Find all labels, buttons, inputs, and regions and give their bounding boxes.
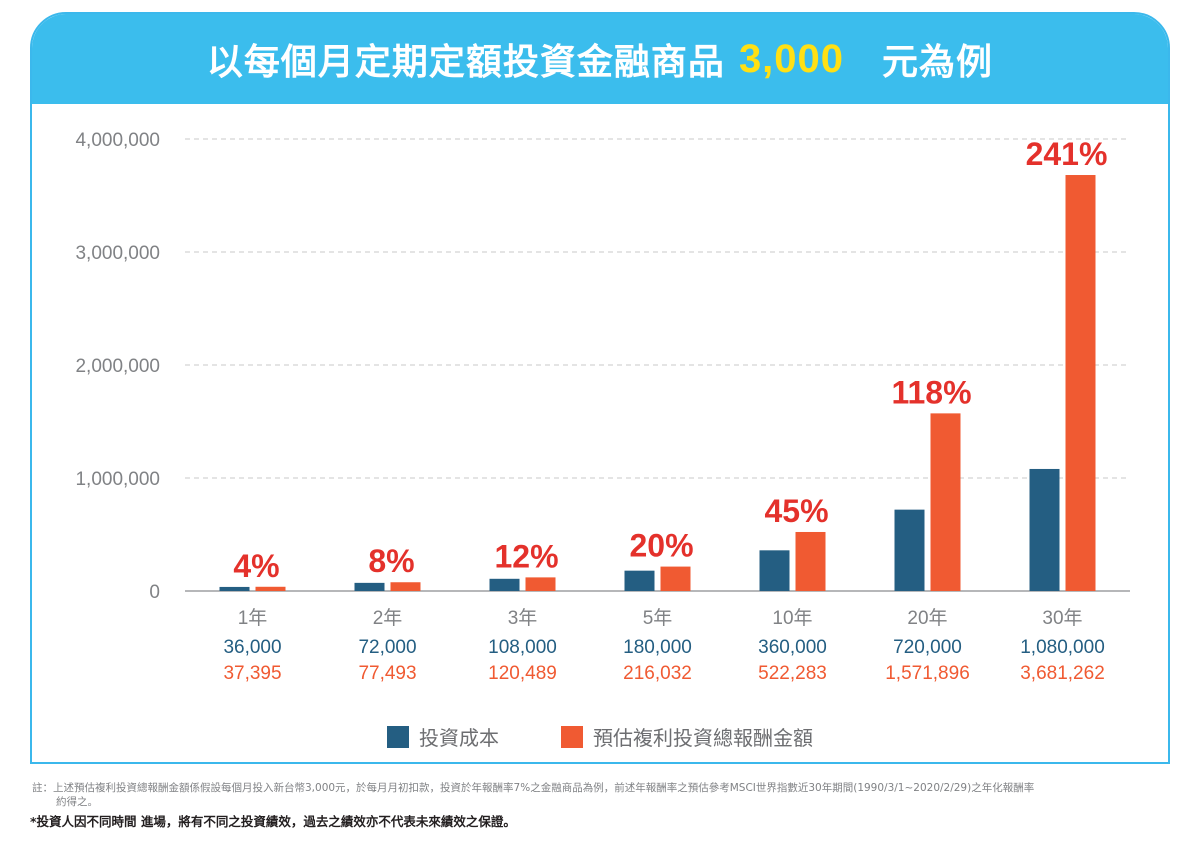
y-tick-label: 2,000,000 [75,356,160,377]
bar-cost [489,578,520,591]
footnote: 註：上述預估複利投資總報酬金額係假設每個月投入新台幣3,000元，於每月月初扣款… [32,781,1177,809]
bar-return [255,586,286,591]
chart-card: 以每個月定期定額投資金融商品 3,000 元為例 投資成本 預估複利投資總報酬金… [30,12,1170,764]
return-value-label: 3,681,262 [1020,663,1105,684]
y-tick-label: 1,000,000 [75,469,160,490]
legend-label-return: 預估複利投資總報酬金額 [593,726,813,750]
title-amount: 3,000 [738,36,845,81]
percent-label: 20% [629,528,693,564]
cost-value-label: 108,000 [488,637,557,658]
bar-cost [624,570,655,591]
y-tick-label: 0 [149,582,160,603]
footnote-line-1: 註：上述預估複利投資總報酬金額係假設每個月投入新台幣3,000元，於每月月初扣款… [32,782,1035,794]
return-value-label: 1,571,896 [885,663,970,684]
legend-item-return: 預估複利投資總報酬金額 [561,722,813,751]
legend: 投資成本 預估複利投資總報酬金額 [32,722,1168,751]
cost-value-label: 180,000 [623,637,692,658]
percent-label: 45% [764,493,828,529]
title-suffix: 元為例 [882,42,994,83]
percent-label: 8% [368,543,414,579]
x-tick-label: 1年 [238,607,268,629]
bar-cost [1029,468,1060,591]
return-value-label: 77,493 [358,663,416,684]
return-value-label: 120,489 [488,663,557,684]
legend-item-cost: 投資成本 [387,722,499,751]
legend-swatch-return [561,725,583,748]
bar-return [930,413,961,591]
cost-value-label: 360,000 [758,637,827,658]
percent-label: 118% [891,374,971,410]
x-tick-label: 20年 [907,607,947,629]
percent-label: 241% [1026,136,1108,172]
bar-cost [759,550,790,591]
bar-return [1065,175,1096,591]
return-value-label: 522,283 [758,663,827,684]
bar-return [525,577,556,591]
x-tick-label: 2年 [373,607,403,629]
cost-value-label: 36,000 [223,637,281,658]
bar-return [660,566,691,591]
y-tick-label: 3,000,000 [75,243,160,264]
cost-value-label: 720,000 [893,637,962,658]
return-value-label: 216,032 [623,663,692,684]
x-tick-label: 5年 [643,607,673,629]
bar-cost [894,509,925,591]
cost-value-label: 72,000 [358,637,416,658]
y-tick-label: 4,000,000 [75,130,160,151]
x-tick-label: 30年 [1042,607,1082,629]
chart-header: 以每個月定期定額投資金融商品 3,000 元為例 [32,14,1168,104]
x-tick-label: 3年 [508,607,538,629]
bar-cost [219,586,250,591]
return-value-label: 37,395 [223,663,281,684]
legend-label-cost: 投資成本 [419,726,499,750]
bar-return [795,531,826,591]
bar-cost [354,582,385,591]
percent-label: 12% [494,538,558,574]
cost-value-label: 1,080,000 [1020,637,1105,658]
x-tick-label: 10年 [772,607,812,629]
percent-label: 4% [233,548,279,584]
disclaimer: *投資人因不同時間 進場，將有不同之投資績效，過去之績效亦不代表未來績效之保證。 [30,814,516,829]
title-prefix: 以每個月定期定額投資金融商品 [206,42,725,83]
bar-chart: 0 1,000,000 2,000,000 3,000,000 4,000,000 4% 1… [75,130,1130,684]
legend-swatch-cost [387,725,409,748]
bar-return [390,582,421,591]
footnote-line-2: 約得之。 [56,796,98,808]
